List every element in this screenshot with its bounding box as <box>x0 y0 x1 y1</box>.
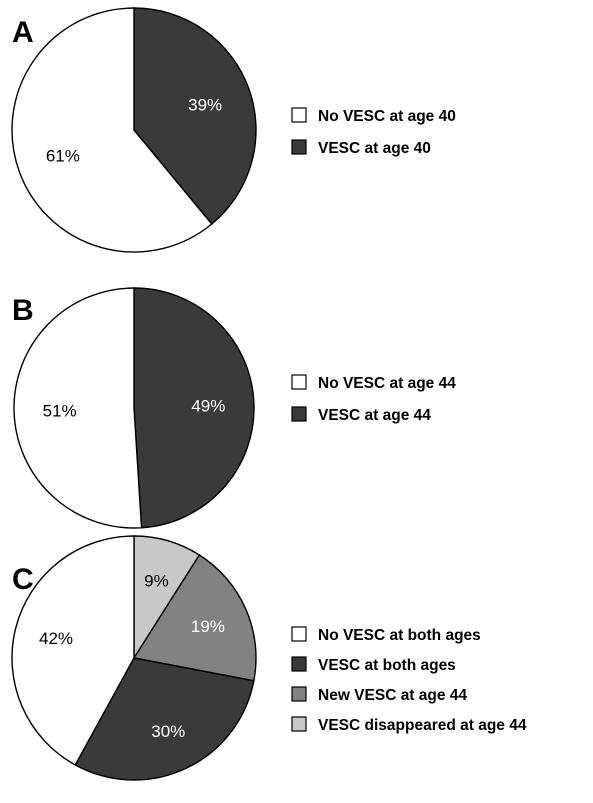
slice-data-label: 19% <box>191 617 225 636</box>
legend-label: No VESC at age 40 <box>318 108 456 125</box>
slice-data-label: 61% <box>46 147 80 166</box>
pie-panel-a: A 39% 61% No VESC at age 40 VESC at age 40 <box>11 7 456 253</box>
slice-data-label: 51% <box>43 401 77 420</box>
panel-letter: A <box>12 16 34 49</box>
pie-slice <box>11 7 213 253</box>
legend-swatch <box>291 626 307 642</box>
pie-slice <box>11 535 135 766</box>
pie-slice <box>13 287 143 529</box>
slice-data-label: 42% <box>39 629 73 648</box>
legend-label: VESC at both ages <box>318 657 456 674</box>
slice-data-label: 30% <box>151 722 185 741</box>
pie-slice <box>74 657 255 781</box>
slice-data-label: 39% <box>188 95 222 114</box>
legend-swatch <box>291 107 307 123</box>
legend-swatch <box>291 716 307 732</box>
legend-swatch <box>291 139 307 155</box>
legend-label: VESC disappeared at age 44 <box>318 717 527 734</box>
legend-label: No VESC at age 44 <box>318 375 456 392</box>
pie-slice <box>133 287 255 529</box>
panel-letter: B <box>12 294 34 327</box>
pie-panel-b: B 49% 51% No VESC at age 44 VESC at age 44 <box>12 287 456 529</box>
legend-label: VESC at age 44 <box>318 407 431 424</box>
legend-label: No VESC at both ages <box>318 627 481 644</box>
legend-swatch <box>291 374 307 390</box>
slice-data-label: 9% <box>144 572 169 591</box>
legend-swatch <box>291 686 307 702</box>
pie-slice <box>133 7 257 225</box>
pie-slice <box>132 554 257 682</box>
panel-letter: C <box>12 563 34 596</box>
legend-label: VESC at age 40 <box>318 140 431 157</box>
legend-swatch <box>291 656 307 672</box>
legend-swatch <box>291 406 307 422</box>
slice-data-label: 49% <box>191 397 225 416</box>
pie-panel-c: C 9% 19% 30% 42% No VESC at both ages VESC at … <box>11 535 527 781</box>
legend-label: New VESC at age 44 <box>318 687 467 704</box>
